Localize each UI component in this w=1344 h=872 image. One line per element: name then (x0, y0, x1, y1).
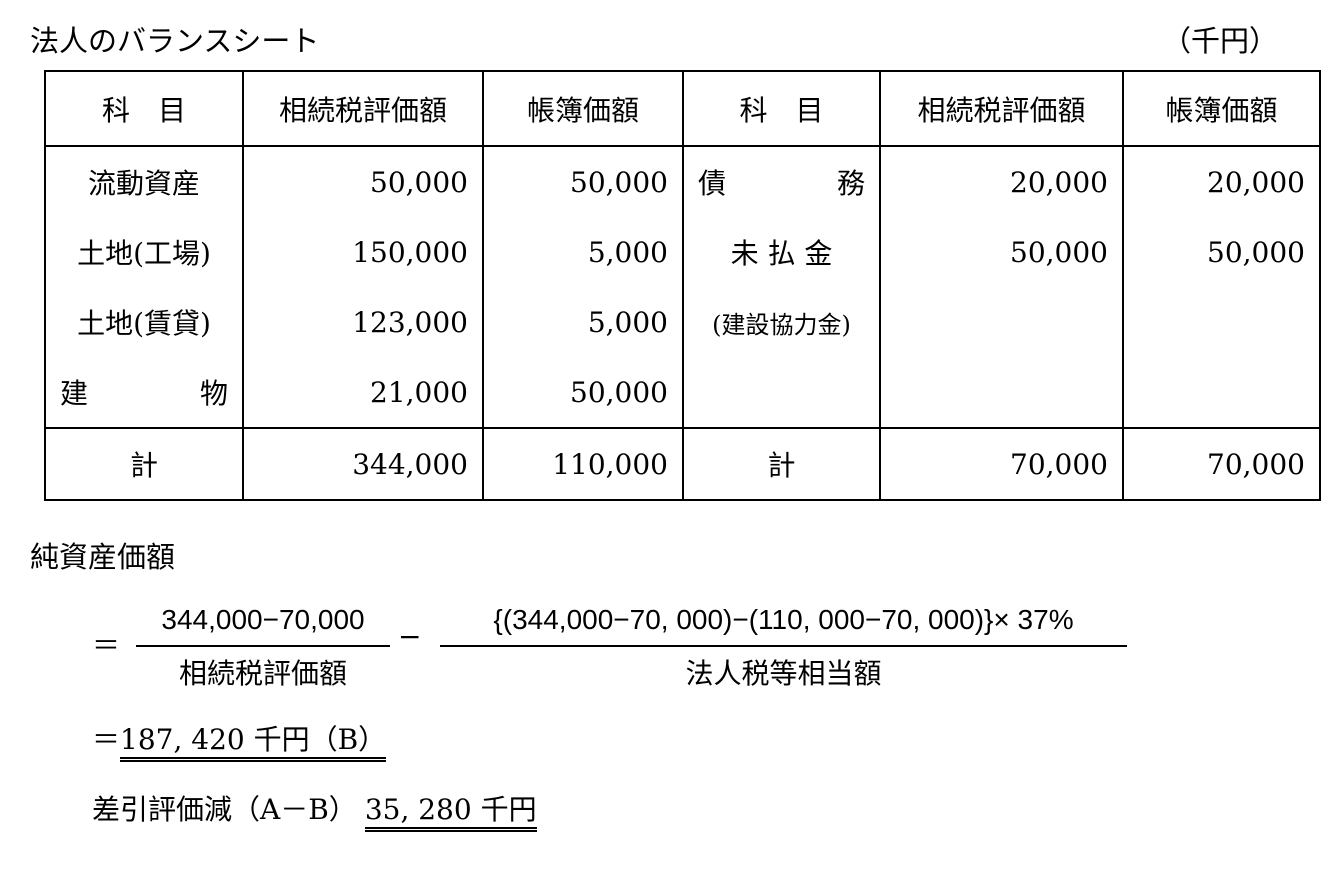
asset-item: 建 物 (44, 357, 244, 428)
liability-inheritance-value (879, 287, 1124, 357)
net-assets-label: 純資産価額 (30, 540, 176, 574)
difference-label: 差引評価減（A－B） (92, 793, 357, 826)
fraction1-bar (136, 645, 390, 647)
table-header-row: 科 目 相続税評価額 帳簿価額 科 目 相続税評価額 帳簿価額 (44, 71, 1321, 147)
result-value: 187, 420 千円（B） (120, 723, 387, 762)
liability-book-value (1122, 357, 1321, 428)
difference-value: 35, 280 千円 (364, 793, 537, 832)
liability-book-value: 50,000 (1122, 217, 1321, 287)
liability-item: (建設協力金) (682, 287, 881, 357)
fraction1-denominator: 相続税評価額 (178, 658, 347, 689)
header-cell: 帳簿価額 (482, 71, 684, 147)
asset-inheritance-value: 150,000 (242, 217, 484, 287)
fraction2-numerator: {(344,000−70, 000)−(110, 000−70, 000)}× … (493, 604, 1074, 635)
header-cell: 科 目 (682, 71, 881, 147)
fraction2-denominator: 法人税等相当額 (685, 658, 882, 689)
asset-inheritance-value: 123,000 (242, 287, 484, 357)
liability-inheritance-value (879, 357, 1124, 428)
total-asset-book-value: 110,000 (482, 427, 684, 500)
document-title: 法人のバランスシート (30, 24, 320, 58)
liability-book-value: 20,000 (1122, 146, 1321, 217)
minus-sign: − (398, 620, 422, 653)
total-asset-inheritance-value: 344,000 (242, 427, 484, 500)
unit-label: （千円） (1162, 24, 1279, 58)
table-row: 流動資産 50,000 50,000 債 務 20,000 20,000 (44, 146, 1321, 217)
total-liability-book-value: 70,000 (1122, 427, 1321, 500)
header-cell: 帳簿価額 (1122, 71, 1321, 147)
liability-inheritance-value: 50,000 (879, 217, 1124, 287)
total-row: 計 344,000 110,000 計 70,000 70,000 (44, 427, 1321, 500)
balance-sheet-table: 科 目 相続税評価額 帳簿価額 科 目 相続税評価額 帳簿価額 流動資産 50,… (44, 70, 1321, 501)
liability-item: 債 務 (682, 146, 881, 217)
asset-inheritance-value: 50,000 (242, 146, 484, 217)
result-line: ＝187, 420 千円（B） (92, 718, 387, 762)
fraction1-numerator: 344,000−70,000 (161, 604, 365, 635)
table-row: 建 物 21,000 50,000 (44, 357, 1321, 428)
header-cell: 相続税評価額 (242, 71, 484, 147)
asset-item: 土地(賃貸) (44, 287, 244, 357)
equals-sign: ＝ (92, 629, 121, 662)
asset-inheritance-value: 21,000 (242, 357, 484, 428)
total-label: 計 (44, 427, 244, 500)
asset-book-value: 5,000 (482, 287, 684, 357)
asset-item: 流動資産 (44, 146, 244, 217)
asset-book-value: 50,000 (482, 357, 684, 428)
asset-book-value: 50,000 (482, 146, 684, 217)
liability-item: 未 払 金 (682, 217, 881, 287)
total-liability-inheritance-value: 70,000 (879, 427, 1124, 500)
header-cell: 相続税評価額 (879, 71, 1124, 147)
difference-line: 差引評価減（A－B） 35, 280 千円 (92, 788, 537, 832)
fraction2-bar (440, 645, 1127, 647)
result-equals: ＝ (92, 723, 121, 756)
total-label: 計 (682, 427, 881, 500)
header-cell: 科 目 (44, 71, 244, 147)
liability-book-value (1122, 287, 1321, 357)
asset-book-value: 5,000 (482, 217, 684, 287)
asset-item: 土地(工場) (44, 217, 244, 287)
table-row: 土地(賃貸) 123,000 5,000 (建設協力金) (44, 287, 1321, 357)
liability-item (682, 357, 881, 428)
table-row: 土地(工場) 150,000 5,000 未 払 金 50,000 50,000 (44, 217, 1321, 287)
liability-inheritance-value: 20,000 (879, 146, 1124, 217)
